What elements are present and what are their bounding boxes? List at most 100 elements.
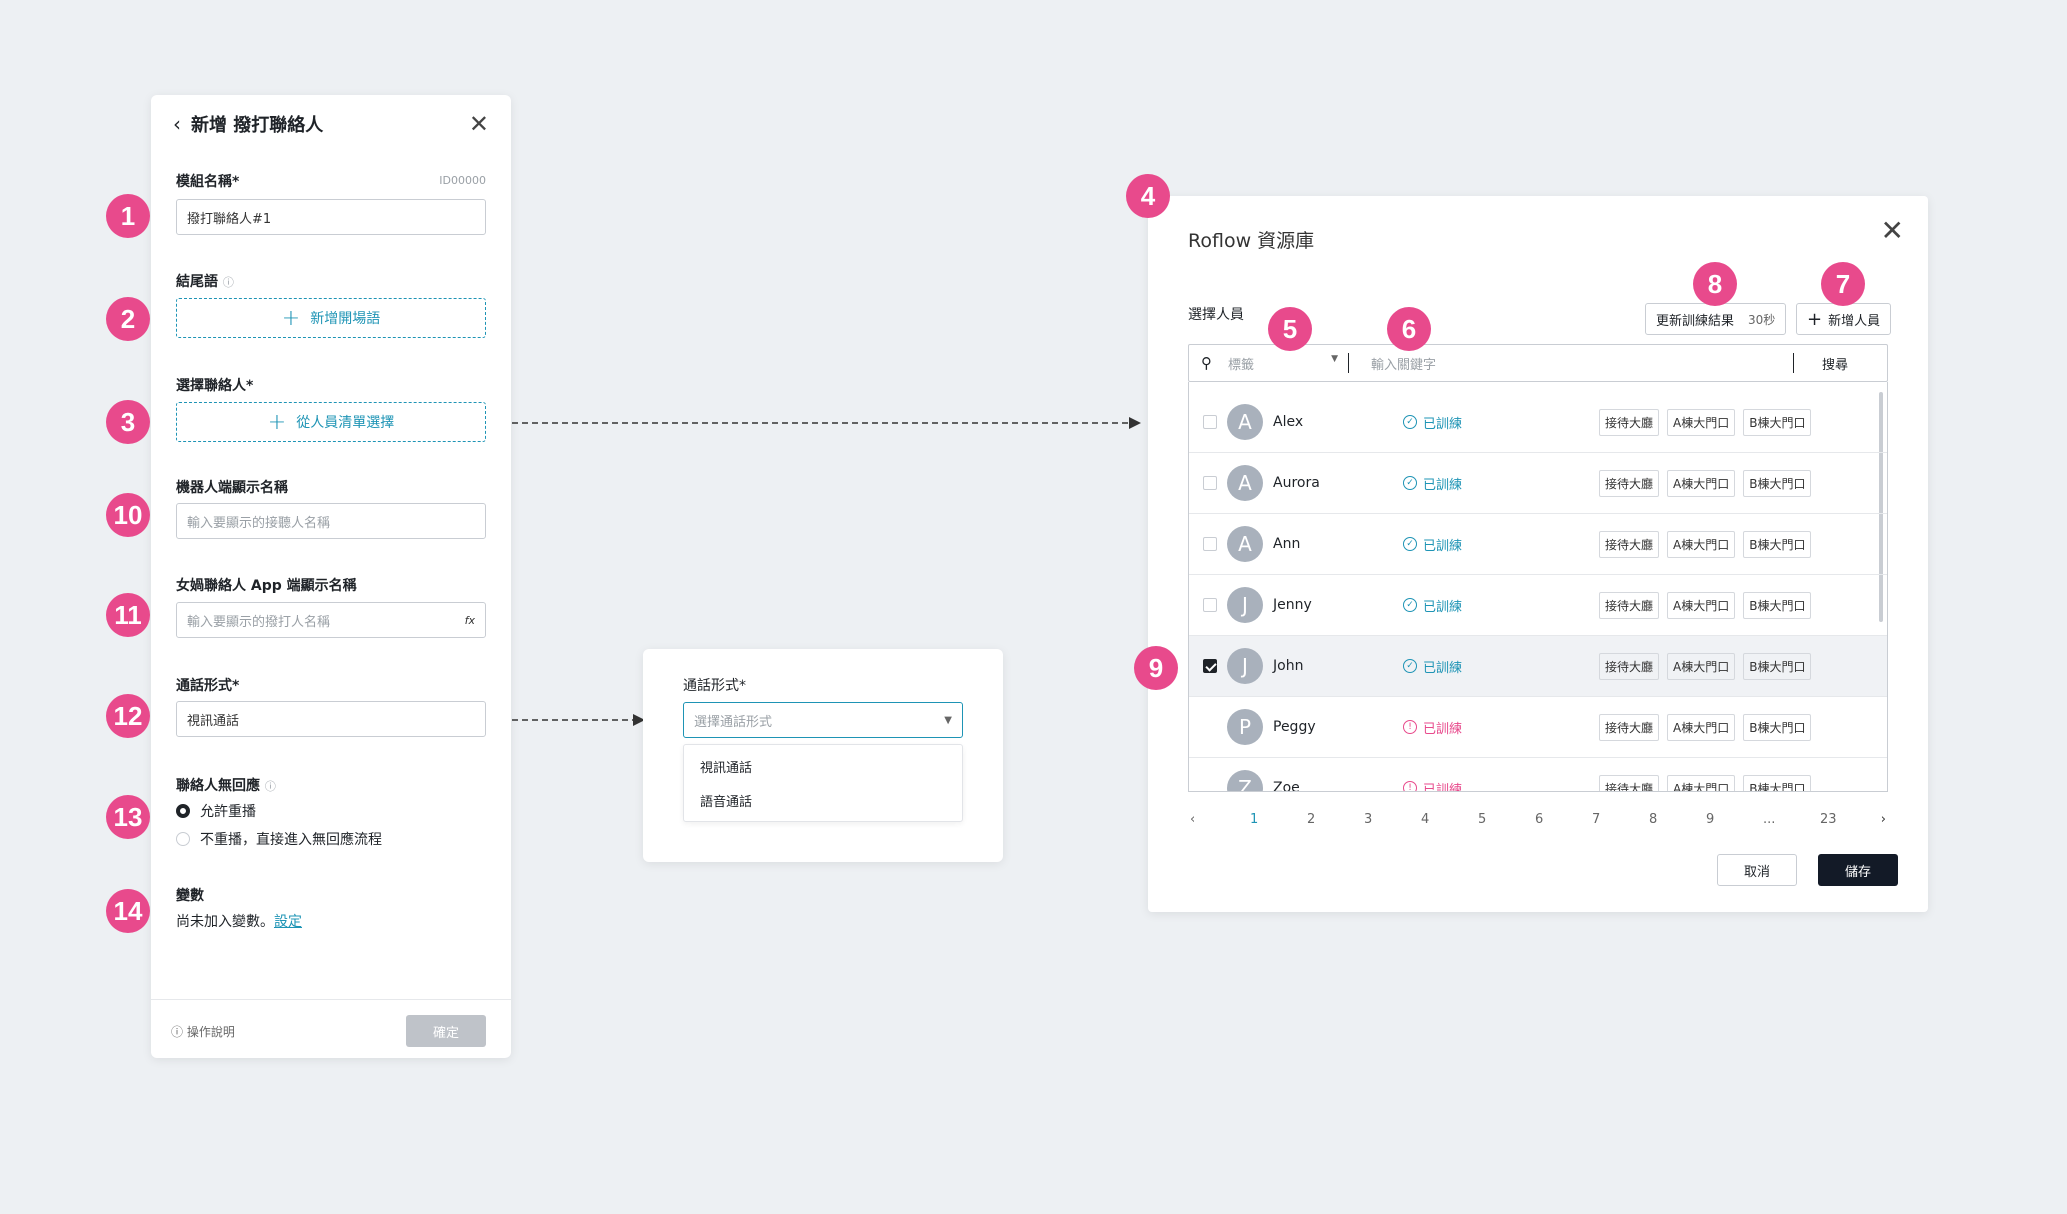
location-tag: 接待大廳 xyxy=(1599,591,1660,619)
variables-text: 尚未加入變數。設定 xyxy=(176,914,302,930)
caret-down-icon: ▼ xyxy=(1331,353,1338,364)
check-circle-icon: ✓ xyxy=(1403,476,1417,490)
location-tag: A棟大門口 xyxy=(1667,713,1736,741)
scrollbar[interactable] xyxy=(1879,392,1883,622)
location-tag: 接待大廳 xyxy=(1599,713,1660,741)
cancel-button[interactable]: 取消 xyxy=(1717,854,1797,886)
row-checkbox[interactable] xyxy=(1203,476,1217,490)
no-response-label: 聯絡人無回應 ⓘ xyxy=(176,778,276,794)
location-tag: B棟大門口 xyxy=(1743,469,1812,497)
page-number[interactable]: 4 xyxy=(1421,812,1430,827)
row-checkbox[interactable] xyxy=(1203,598,1217,612)
training-status: ✓ 已訓練 xyxy=(1403,596,1599,615)
save-button[interactable]: 儲存 xyxy=(1818,854,1898,886)
call-type-menu: 視訊通話 語音通話 xyxy=(683,744,963,822)
page-number[interactable]: 3 xyxy=(1364,812,1373,827)
select-from-list-button[interactable]: + 從人員清單選擇 xyxy=(176,402,486,442)
person-name: Jenny xyxy=(1273,597,1312,613)
search-icon: ⚲ xyxy=(1201,354,1212,372)
training-status: ✓ 已訓練 xyxy=(1403,657,1599,676)
avatar: J xyxy=(1227,587,1263,623)
badge-4: 4 xyxy=(1126,174,1170,218)
add-person-button[interactable]: + 新增人員 xyxy=(1796,303,1892,335)
table-row[interactable]: A Aurora ✓ 已訓練 接待大廳 A棟大門口 B棟大門口 xyxy=(1189,453,1887,514)
avatar: A xyxy=(1227,465,1263,501)
app-name-label: 女媧聯絡人 App 端顯示名稱 xyxy=(176,578,357,594)
caret-down-icon: ▼ xyxy=(944,714,952,726)
page-number[interactable]: 9 xyxy=(1706,812,1715,827)
page-number[interactable]: 8 xyxy=(1649,812,1658,827)
location-tag: 接待大廳 xyxy=(1599,530,1660,558)
location-tag: B棟大門口 xyxy=(1743,530,1812,558)
check-circle-icon: ✓ xyxy=(1403,537,1417,551)
table-row[interactable]: Z Zoe ! 已訓練 接待大廳 A棟大門口 B棟大門口 xyxy=(1189,758,1887,791)
help-link[interactable]: ⓘ 操作說明 xyxy=(171,1025,235,1039)
add-contact-panel: ‹ 新增 撥打聯絡人 ✕ 模組名稱* ID00000 撥打聯絡人#1 結尾語 ⓘ… xyxy=(151,95,511,1058)
badge-8: 8 xyxy=(1693,262,1737,306)
plus-icon: + xyxy=(1807,308,1823,330)
person-name: John xyxy=(1273,658,1304,674)
badge-12: 12 xyxy=(106,694,150,738)
footer-divider xyxy=(151,999,511,1000)
radio-no-replay[interactable]: 不重播，直接進入無回應流程 xyxy=(176,829,382,849)
tag-filter[interactable]: 標籤 ▼ xyxy=(1228,353,1338,373)
location-tag: B棟大門口 xyxy=(1743,408,1812,436)
close-icon[interactable]: ✕ xyxy=(1880,214,1904,247)
robot-name-input[interactable]: 輸入要顯示的接聽人名稱 xyxy=(176,503,486,539)
person-name: Aurora xyxy=(1273,475,1320,491)
close-icon[interactable]: ✕ xyxy=(468,110,489,138)
add-opening-button[interactable]: + 新增開場語 xyxy=(176,298,486,338)
search-button[interactable]: 搜尋 xyxy=(1822,357,1849,373)
fx-icon[interactable]: fx xyxy=(464,613,475,627)
page-number[interactable]: 2 xyxy=(1307,812,1316,827)
variables-label: 變數 xyxy=(176,888,204,904)
module-name-input[interactable]: 撥打聯絡人#1 xyxy=(176,199,486,235)
row-checkbox[interactable] xyxy=(1203,659,1217,673)
person-name: Ann xyxy=(1273,536,1301,552)
app-name-input[interactable]: 輸入要顯示的撥打人名稱 fx xyxy=(176,602,486,638)
table-row[interactable]: P Peggy ! 已訓練 接待大廳 A棟大門口 B棟大門口 xyxy=(1189,697,1887,758)
panel-header: ‹ 新增 撥打聯絡人 ✕ xyxy=(151,95,511,153)
next-icon[interactable]: › xyxy=(1880,812,1886,827)
info-icon: ⓘ xyxy=(171,1025,184,1039)
keyword-input[interactable]: 輸入關鍵字 xyxy=(1371,357,1437,373)
confirm-button[interactable]: 確定 xyxy=(406,1015,486,1047)
page-number[interactable]: ... xyxy=(1763,812,1776,827)
plus-icon: + xyxy=(281,305,301,331)
call-type-select[interactable]: 選擇通話形式 ▼ xyxy=(683,702,963,738)
location-tag: A棟大門口 xyxy=(1667,774,1736,791)
back-icon[interactable]: ‹ xyxy=(173,112,181,136)
prev-icon[interactable]: ‹ xyxy=(1190,812,1196,827)
radio-allow-replay[interactable]: 允許重播 xyxy=(176,801,256,821)
set-variables-link[interactable]: 設定 xyxy=(274,914,302,930)
resource-library-dialog: Roflow 資源庫 ✕ 選擇人員 更新訓練結果 30秒 + 新增人員 ⚲ 標籤 ▼ … xyxy=(1148,196,1928,912)
page-number[interactable]: 7 xyxy=(1592,812,1601,827)
page-number[interactable]: 5 xyxy=(1478,812,1487,827)
avatar: A xyxy=(1227,526,1263,562)
page-number[interactable]: 23 xyxy=(1820,812,1837,827)
row-checkbox[interactable] xyxy=(1203,537,1217,551)
alert-circle-icon: ! xyxy=(1403,781,1417,791)
call-type-input[interactable]: 視訊通話 xyxy=(176,701,486,737)
table-row[interactable]: J John ✓ 已訓練 接待大廳 A棟大門口 B棟大門口 xyxy=(1189,636,1887,697)
badge-6: 6 xyxy=(1387,307,1431,351)
page-number[interactable]: 6 xyxy=(1535,812,1544,827)
menu-item-video[interactable]: 視訊通話 xyxy=(700,760,753,776)
table-row[interactable]: J Jenny ✓ 已訓練 接待大廳 A棟大門口 B棟大門口 xyxy=(1189,575,1887,636)
refresh-training-button[interactable]: 更新訓練結果 30秒 xyxy=(1645,303,1787,335)
table-row[interactable]: A Ann ✓ 已訓練 接待大廳 A棟大門口 B棟大門口 xyxy=(1189,514,1887,575)
menu-item-voice[interactable]: 語音通話 xyxy=(700,794,753,810)
location-tag: A棟大門口 xyxy=(1667,591,1736,619)
check-circle-icon: ✓ xyxy=(1403,598,1417,612)
ending-label: 結尾語 ⓘ xyxy=(176,274,234,290)
table-row[interactable]: A Alex ✓ 已訓練 接待大廳 A棟大門口 B棟大門口 xyxy=(1189,392,1887,453)
page-number[interactable]: 1 xyxy=(1250,812,1259,827)
training-status: ✓ 已訓練 xyxy=(1403,474,1599,493)
call-type-popup: 通話形式* 選擇通話形式 ▼ 視訊通話 語音通話 xyxy=(643,649,1003,862)
row-checkbox[interactable] xyxy=(1203,415,1217,429)
call-type-popup-label: 通話形式* xyxy=(683,678,746,694)
search-bar: ⚲ 標籤 ▼ 輸入關鍵字 搜尋 xyxy=(1188,344,1888,382)
badge-7: 7 xyxy=(1821,262,1865,306)
training-status: ✓ 已訓練 xyxy=(1403,413,1599,432)
training-status: ! 已訓練 xyxy=(1403,718,1599,737)
